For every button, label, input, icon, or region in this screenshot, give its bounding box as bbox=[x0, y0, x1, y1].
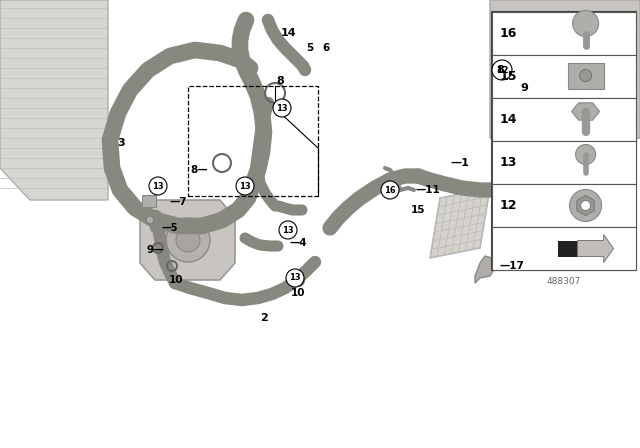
Polygon shape bbox=[475, 256, 495, 283]
Text: 15: 15 bbox=[500, 70, 518, 83]
Polygon shape bbox=[430, 188, 490, 258]
Text: 13: 13 bbox=[500, 156, 517, 169]
Polygon shape bbox=[490, 0, 640, 153]
Text: 15: 15 bbox=[411, 205, 425, 215]
FancyBboxPatch shape bbox=[568, 63, 604, 89]
Text: 2: 2 bbox=[260, 313, 268, 323]
Text: 10: 10 bbox=[291, 288, 305, 298]
FancyBboxPatch shape bbox=[142, 195, 156, 207]
Text: 12: 12 bbox=[496, 65, 508, 74]
FancyBboxPatch shape bbox=[557, 241, 578, 257]
Text: 12: 12 bbox=[500, 199, 518, 212]
Polygon shape bbox=[577, 195, 595, 215]
Text: 16: 16 bbox=[384, 185, 396, 194]
Text: —11: —11 bbox=[416, 185, 441, 195]
Text: 8: 8 bbox=[496, 65, 504, 75]
Text: 13: 13 bbox=[289, 273, 301, 283]
Circle shape bbox=[176, 228, 200, 252]
Text: 13: 13 bbox=[276, 103, 288, 112]
Text: 5: 5 bbox=[307, 43, 314, 53]
Polygon shape bbox=[0, 0, 108, 200]
FancyBboxPatch shape bbox=[492, 227, 636, 270]
Circle shape bbox=[580, 201, 591, 211]
FancyBboxPatch shape bbox=[492, 12, 636, 270]
Text: 13: 13 bbox=[152, 181, 164, 190]
FancyBboxPatch shape bbox=[492, 98, 636, 141]
Text: —17: —17 bbox=[500, 261, 525, 271]
Text: —5: —5 bbox=[162, 223, 179, 233]
Text: 9—: 9— bbox=[147, 245, 164, 255]
Circle shape bbox=[166, 218, 210, 262]
Circle shape bbox=[236, 177, 254, 195]
Circle shape bbox=[273, 99, 291, 117]
Text: —7: —7 bbox=[170, 197, 188, 207]
Circle shape bbox=[381, 181, 399, 199]
Circle shape bbox=[492, 60, 512, 80]
Circle shape bbox=[279, 221, 297, 239]
Text: 8: 8 bbox=[276, 76, 284, 86]
Text: 8—: 8— bbox=[191, 165, 208, 175]
Circle shape bbox=[286, 269, 304, 287]
Text: 3: 3 bbox=[117, 138, 125, 148]
FancyBboxPatch shape bbox=[492, 12, 636, 55]
Text: 14: 14 bbox=[280, 28, 296, 38]
Circle shape bbox=[580, 69, 591, 82]
Polygon shape bbox=[140, 200, 235, 280]
Polygon shape bbox=[572, 103, 600, 120]
Circle shape bbox=[573, 10, 598, 36]
Text: 488307: 488307 bbox=[547, 277, 581, 287]
Text: 10: 10 bbox=[169, 275, 183, 285]
Text: 6: 6 bbox=[323, 43, 330, 53]
Bar bbox=[188, 86, 318, 196]
Circle shape bbox=[570, 190, 602, 221]
FancyBboxPatch shape bbox=[492, 141, 636, 184]
Text: —1: —1 bbox=[450, 158, 469, 168]
FancyBboxPatch shape bbox=[492, 184, 636, 227]
Text: 14: 14 bbox=[500, 113, 518, 126]
Text: 13: 13 bbox=[239, 181, 251, 190]
Circle shape bbox=[146, 216, 154, 224]
FancyBboxPatch shape bbox=[492, 55, 636, 98]
Text: —4: —4 bbox=[290, 238, 308, 248]
Circle shape bbox=[575, 145, 596, 164]
Text: 13: 13 bbox=[282, 225, 294, 234]
Text: 9: 9 bbox=[520, 83, 528, 93]
Polygon shape bbox=[578, 234, 614, 263]
Circle shape bbox=[149, 177, 167, 195]
Text: 16: 16 bbox=[500, 27, 517, 40]
